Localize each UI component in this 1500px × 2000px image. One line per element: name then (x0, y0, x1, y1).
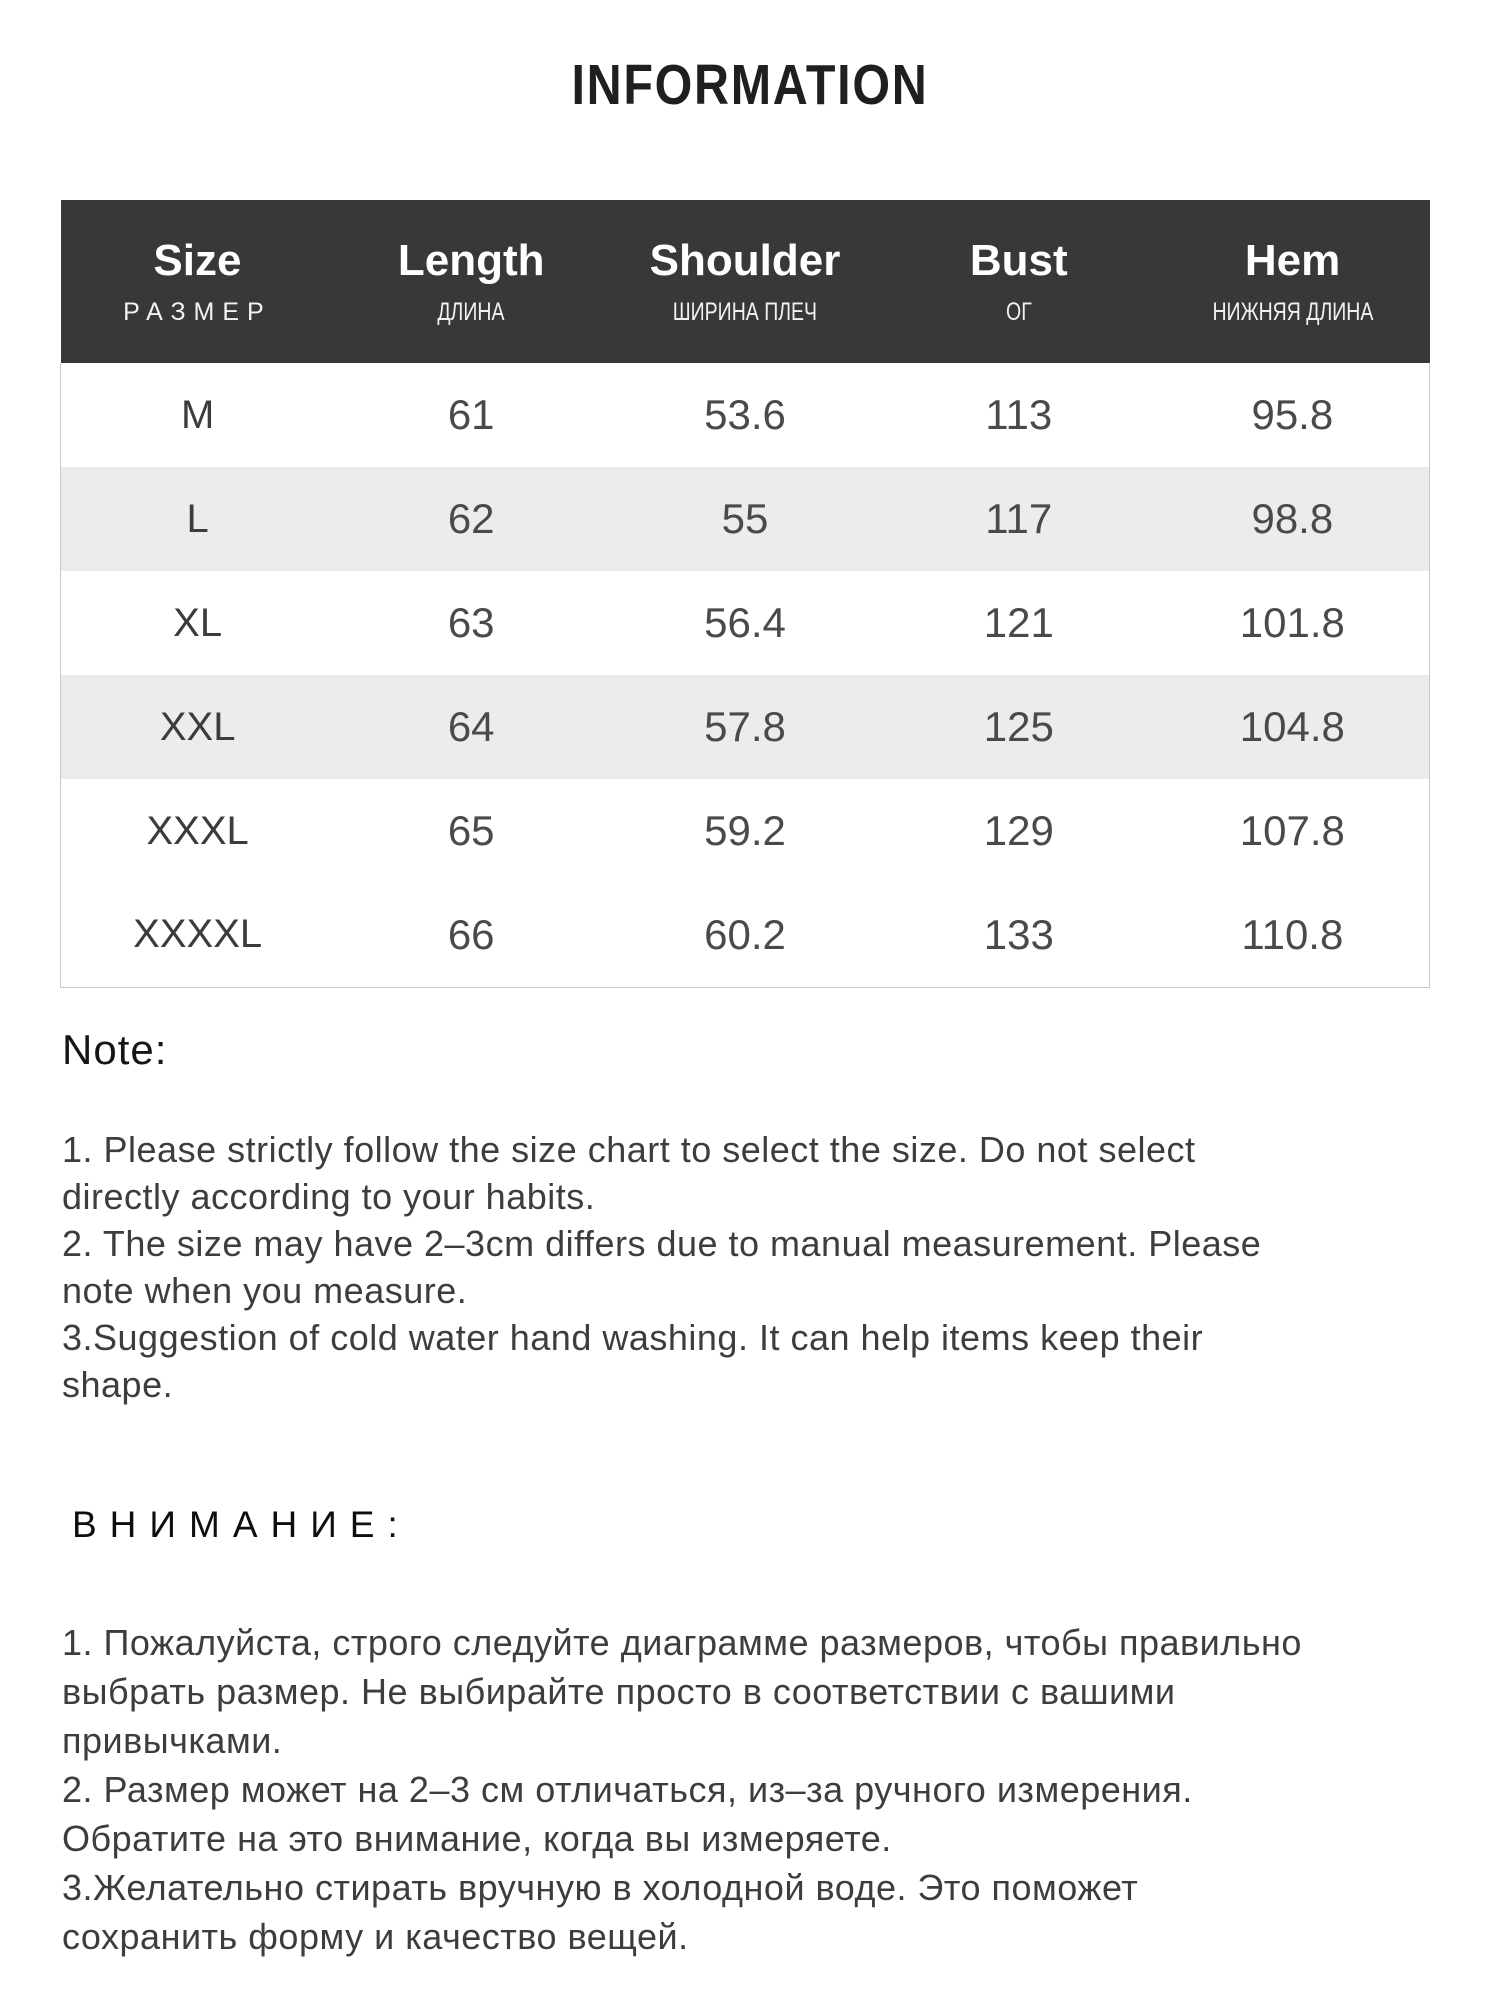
attention-line: 3.Желательно стирать вручную в холодной … (62, 1867, 1139, 1908)
cell-length: 61 (447, 391, 495, 438)
table-row-xxxxl: XXXXL 66 60.2 133 110.8 (60, 883, 1430, 988)
table-row-xxl: XXL 64 57.8 125 104.8 (60, 675, 1430, 779)
table-row-m: M 61 53.6 113 95.8 (60, 363, 1430, 467)
size-table-body: M 61 53.6 113 95.8 L 62 55 117 98.8 XL 6… (60, 363, 1430, 988)
cell-bust: 117 (985, 495, 1053, 542)
cell-size: XL (60, 571, 335, 675)
attention-line: 1. Пожалуйста, строго следуйте диаграмме… (62, 1622, 1302, 1663)
attention-text: 1. Пожалуйста, строго следуйте диаграмме… (62, 1618, 1462, 1961)
cell-bust: 125 (983, 703, 1054, 750)
attention-line: Обратите на это внимание, когда вы измер… (62, 1818, 892, 1859)
note-line: 2. The size may have 2–3cm differs due t… (62, 1223, 1262, 1264)
note-line: note when you measure. (62, 1270, 468, 1311)
cell-hem: 95.8 (1155, 363, 1430, 467)
column-label-ru: ДЛИНА (437, 298, 505, 327)
column-header-hem: Hem НИЖНЯЯ ДЛИНА (1156, 200, 1430, 363)
column-label-ru: РАЗМЕР (123, 298, 272, 327)
cell-shoulder: 56.4 (704, 599, 786, 646)
table-row-xxxl: XXXL 65 59.2 129 107.8 (60, 779, 1430, 883)
cell-bust: 121 (983, 599, 1054, 646)
column-header-size: Size РАЗМЕР (61, 200, 335, 363)
note-line: 1. Please strictly follow the size chart… (62, 1129, 1196, 1170)
cell-hem: 107.8 (1155, 779, 1430, 883)
note-heading: Note: (62, 1026, 168, 1073)
cell-size: M (60, 363, 335, 467)
column-label-ru: ШИРИНА ПЛЕЧ (672, 298, 818, 327)
cell-shoulder: 59.2 (704, 807, 786, 854)
cell-length: 64 (447, 703, 495, 750)
cell-shoulder: 60.2 (608, 883, 882, 988)
table-row-l: L 62 55 117 98.8 (60, 467, 1430, 571)
column-header-bust: Bust ОГ (882, 200, 1156, 363)
cell-hem: 110.8 (1155, 883, 1430, 988)
cell-length: 62 (447, 495, 495, 542)
column-label-en: Shoulder (649, 235, 841, 285)
cell-shoulder: 57.8 (704, 703, 786, 750)
cell-size: XXXXL (60, 883, 335, 988)
cell-hem: 98.8 (1155, 467, 1430, 571)
table-row-xl: XL 63 56.4 121 101.8 (60, 571, 1430, 675)
attention-line: выбрать размер. Не выбирайте просто в со… (62, 1671, 1176, 1712)
column-label-en: Size (153, 235, 242, 285)
column-header-shoulder: Shoulder ШИРИНА ПЛЕЧ (608, 200, 882, 363)
column-label-en: Hem (1244, 235, 1341, 285)
cell-hem: 101.8 (1155, 571, 1430, 675)
attention-heading: ВНИМАНИЕ: (72, 1504, 411, 1545)
column-label-ru: НИЖНЯЯ ДЛИНА (1212, 298, 1374, 327)
column-label-en: Length (397, 235, 545, 285)
cell-length: 63 (447, 599, 495, 646)
cell-length: 66 (334, 883, 609, 988)
note-line: shape. (62, 1364, 174, 1405)
attention-line: привычками. (62, 1720, 283, 1761)
cell-hem: 104.8 (1155, 675, 1430, 779)
cell-shoulder: 53.6 (704, 391, 786, 438)
cell-bust: 129 (983, 807, 1054, 854)
header-row: Size РАЗМЕР Length ДЛИНА Shoulder ШИРИНА… (60, 200, 1430, 363)
cell-bust: 133 (881, 883, 1156, 988)
cell-size: L (60, 467, 335, 571)
cell-length: 65 (447, 807, 495, 854)
note-line: 3.Suggestion of cold water hand washing.… (62, 1317, 1204, 1358)
size-table: Size РАЗМЕР Length ДЛИНА Shoulder ШИРИНА… (60, 200, 1430, 988)
column-header-length: Length ДЛИНА (334, 200, 608, 363)
page-title: INFORMATION (571, 53, 929, 117)
column-label-en: Bust (969, 235, 1068, 285)
cell-shoulder: 55 (721, 495, 769, 542)
cell-size: XXL (60, 675, 335, 779)
cell-bust: 113 (985, 391, 1053, 438)
page-title-wrap: INFORMATION (0, 52, 1500, 118)
note-text: 1. Please strictly follow the size chart… (62, 1126, 1452, 1408)
attention-line: 2. Размер может на 2–3 см отличаться, из… (62, 1769, 1193, 1810)
cell-size: XXXL (60, 779, 335, 883)
column-label-ru: ОГ (1005, 298, 1032, 327)
size-table-header: Size РАЗМЕР Length ДЛИНА Shoulder ШИРИНА… (60, 200, 1430, 363)
attention-line: сохранить форму и качество вещей. (62, 1916, 689, 1957)
note-line: directly according to your habits. (62, 1176, 596, 1217)
